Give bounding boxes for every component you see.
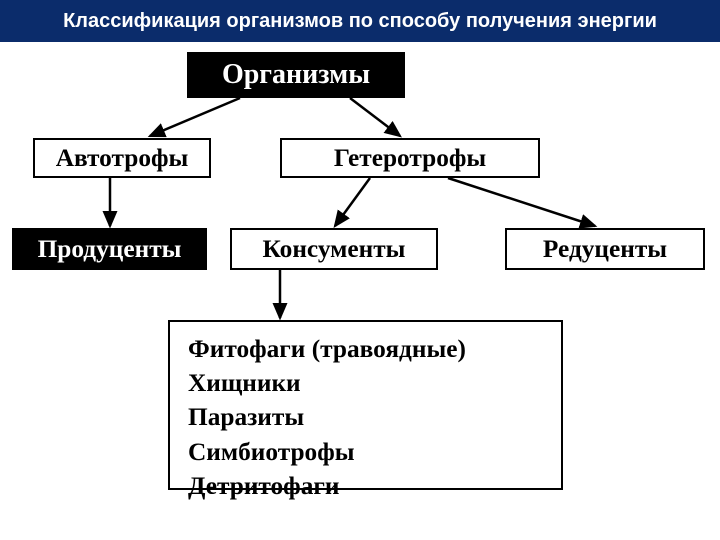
node-producers: Продуценты	[12, 228, 207, 270]
node-label: Продуценты	[38, 235, 182, 264]
list-item: Детритофаги	[188, 469, 543, 503]
list-item: Паразиты	[188, 400, 543, 434]
tree-edge	[150, 98, 240, 136]
node-label: Организмы	[222, 59, 370, 91]
node-label: Автотрофы	[56, 144, 189, 173]
node-label: Гетеротрофы	[334, 144, 486, 173]
list-item: Хищники	[188, 366, 543, 400]
node-label: Редуценты	[543, 235, 667, 264]
node-label: Консументы	[263, 235, 406, 264]
page-title: Классификация организмов по способу полу…	[63, 10, 657, 33]
tree-edge	[448, 178, 595, 226]
consumer-subtypes-list: Фитофаги (травоядные) Хищники Паразиты С…	[168, 320, 563, 490]
tree-edge	[335, 178, 370, 226]
node-organisms: Организмы	[187, 52, 405, 98]
node-consumers: Консументы	[230, 228, 438, 270]
tree-edge	[350, 98, 400, 136]
node-autotrophs: Автотрофы	[33, 138, 211, 178]
list-item: Симбиотрофы	[188, 435, 543, 469]
node-heterotrophs: Гетеротрофы	[280, 138, 540, 178]
title-banner: Классификация организмов по способу полу…	[0, 0, 720, 42]
node-reducers: Редуценты	[505, 228, 705, 270]
list-item: Фитофаги (травоядные)	[188, 332, 543, 366]
